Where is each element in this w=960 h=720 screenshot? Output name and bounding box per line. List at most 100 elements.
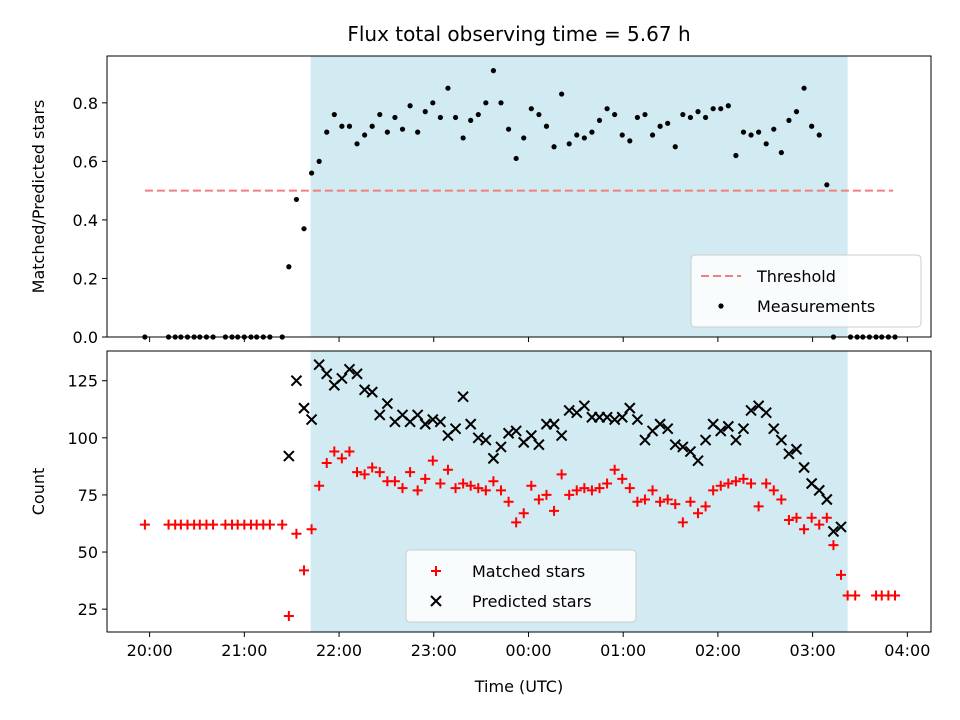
data-point xyxy=(775,434,788,446)
data-point xyxy=(612,111,618,118)
data-point xyxy=(392,114,398,121)
data-point xyxy=(649,132,656,138)
data-point xyxy=(581,135,587,141)
data-point xyxy=(503,496,514,507)
y-axis-label: Count xyxy=(29,468,48,516)
data-point xyxy=(533,438,545,451)
data-point xyxy=(518,508,529,519)
data-point xyxy=(799,524,810,535)
data-point xyxy=(556,469,567,480)
data-point xyxy=(665,120,671,126)
y-tick-label: 50 xyxy=(78,543,98,562)
data-point xyxy=(662,494,673,505)
data-point xyxy=(381,397,394,410)
data-point xyxy=(700,501,711,512)
legend-box xyxy=(690,254,922,328)
data-point xyxy=(419,418,431,430)
data-point xyxy=(430,100,436,106)
y-tick-label: 0.0 xyxy=(73,328,98,347)
data-point xyxy=(283,611,294,622)
data-point xyxy=(639,494,650,505)
data-point xyxy=(693,508,704,519)
data-point xyxy=(412,485,423,496)
data-point xyxy=(821,493,833,506)
data-point xyxy=(548,418,560,430)
data-point xyxy=(760,406,772,419)
data-point xyxy=(208,519,219,530)
data-point xyxy=(331,111,337,118)
data-point xyxy=(475,111,481,118)
data-point xyxy=(814,519,825,530)
data-point xyxy=(460,135,466,141)
data-point xyxy=(480,434,492,446)
data-point xyxy=(308,170,315,176)
x-tick-label: 02:00 xyxy=(695,641,741,660)
data-point xyxy=(632,496,643,507)
data-point xyxy=(746,478,757,489)
data-point xyxy=(715,480,726,491)
data-point xyxy=(783,515,794,526)
data-point xyxy=(685,496,696,507)
data-point xyxy=(616,411,628,423)
data-point xyxy=(571,485,582,496)
data-point xyxy=(290,374,303,387)
data-point xyxy=(809,123,815,129)
data-point xyxy=(314,480,325,491)
legend-swatch xyxy=(431,566,441,576)
data-point xyxy=(543,123,550,129)
data-point xyxy=(549,505,560,516)
data-point xyxy=(536,111,542,118)
data-point xyxy=(277,519,288,530)
data-point xyxy=(465,480,476,491)
data-point xyxy=(783,448,795,460)
data-point xyxy=(495,441,507,453)
x-tick-label: 00:00 xyxy=(505,641,551,660)
data-point xyxy=(730,476,741,487)
data-point xyxy=(468,117,474,123)
data-point xyxy=(602,478,613,489)
data-point xyxy=(521,135,527,141)
data-point xyxy=(813,484,825,497)
data-point xyxy=(457,390,469,403)
data-point xyxy=(564,489,575,500)
data-point xyxy=(790,443,803,455)
data-point xyxy=(596,117,603,123)
data-point xyxy=(374,467,385,478)
data-point xyxy=(510,425,522,437)
legend-box xyxy=(405,549,637,623)
data-point xyxy=(435,478,446,489)
data-point xyxy=(442,464,453,475)
x-tick-label: 20:00 xyxy=(127,641,173,660)
data-point xyxy=(725,103,731,109)
x-tick-label: 21:00 xyxy=(221,641,267,660)
data-point xyxy=(647,485,658,496)
data-point xyxy=(511,517,522,528)
data-point xyxy=(609,464,620,475)
data-point xyxy=(498,100,504,106)
data-point xyxy=(505,126,512,132)
chart-title: Flux total observing time = 5.67 h xyxy=(347,22,690,46)
legend-swatch xyxy=(718,303,724,309)
data-point xyxy=(850,590,861,601)
data-point xyxy=(405,467,416,478)
data-point xyxy=(763,141,769,147)
data-point xyxy=(551,144,557,150)
data-point xyxy=(283,450,295,462)
data-point xyxy=(699,434,712,446)
axes-frame xyxy=(106,350,932,633)
data-point xyxy=(415,129,421,135)
data-point xyxy=(642,111,648,118)
data-point xyxy=(458,478,469,489)
x-tick-label: 23:00 xyxy=(411,641,457,660)
y-tick-label: 0.8 xyxy=(73,94,98,113)
data-point xyxy=(449,422,462,435)
data-point xyxy=(533,494,544,505)
data-point xyxy=(321,368,333,380)
data-point xyxy=(496,485,507,496)
data-point xyxy=(343,363,356,375)
data-point xyxy=(555,429,568,442)
data-point xyxy=(604,106,610,112)
y-tick-label: 125 xyxy=(67,372,98,391)
legend: Matched stars Predicted stars xyxy=(405,549,637,623)
data-point xyxy=(798,461,810,474)
